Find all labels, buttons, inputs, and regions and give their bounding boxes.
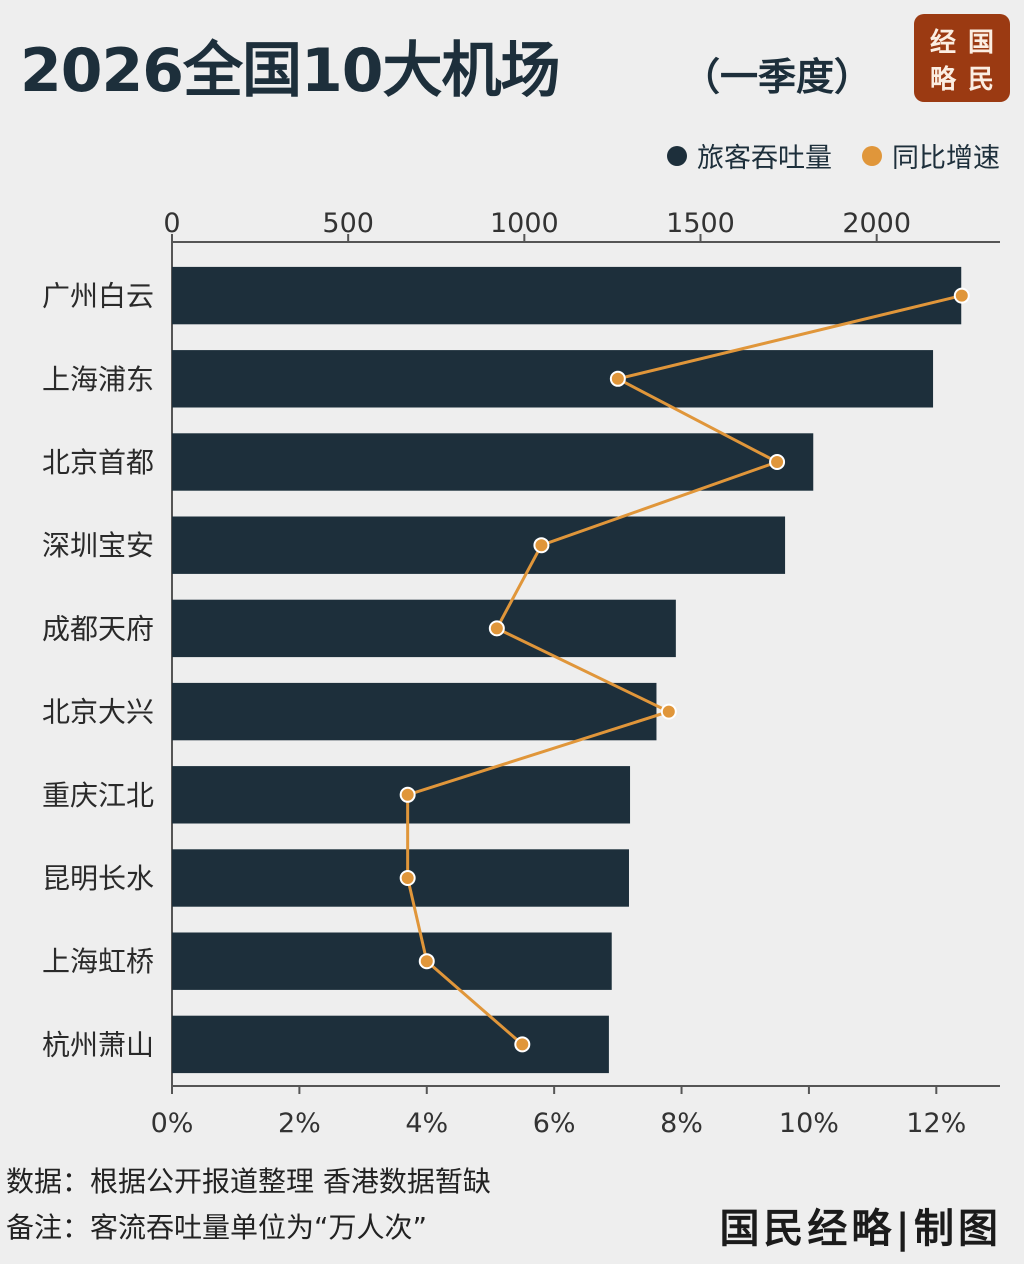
growth-line	[406, 294, 963, 1046]
legend-label-passengers: 旅客吞吐量	[697, 143, 832, 174]
category-label: 杭州萧山	[42, 1028, 154, 1061]
growth-point	[609, 370, 626, 387]
bottom-tick-label: 8%	[660, 1108, 703, 1139]
brand-logo-char: 略	[929, 65, 956, 95]
category-label: 重庆江北	[42, 779, 154, 812]
bottom-tick-label: 2%	[278, 1108, 321, 1139]
growth-point	[418, 953, 435, 970]
top-tick-label: 0	[163, 208, 180, 239]
bar	[172, 682, 657, 741]
top-tick-label: 1500	[666, 208, 735, 239]
growth-point	[769, 454, 786, 470]
legend-item-passengers: 旅客吞吐量	[667, 136, 832, 175]
legend-swatch-passengers	[667, 145, 687, 166]
top-tick-label: 2000	[842, 208, 911, 239]
brand-logo-char: 经	[929, 28, 956, 58]
bar	[172, 1015, 609, 1074]
top-tick-label: 500	[322, 208, 374, 239]
growth-point	[953, 287, 970, 304]
growth-point	[533, 537, 550, 554]
bar	[172, 599, 676, 658]
category-label: 成都天府	[42, 612, 154, 645]
bar	[172, 516, 786, 574]
legend: 旅客吞吐量 同比增速	[667, 136, 1000, 175]
data-source-note: 数据：根据公开报道整理 香港数据暂缺	[6, 1165, 491, 1198]
growth-point	[514, 1036, 531, 1053]
legend-swatch-growth	[862, 145, 882, 166]
category-label: 深圳宝安	[42, 529, 154, 562]
bar	[172, 932, 612, 990]
legend-label-growth: 同比增速	[892, 143, 1000, 174]
category-label: 上海虹桥	[42, 945, 154, 978]
top-tick-label: 1000	[490, 208, 559, 239]
growth-point	[399, 786, 416, 803]
bar	[172, 433, 814, 491]
credit-label: 国民经略|制图	[719, 1205, 1002, 1252]
bottom-tick-label: 12%	[906, 1108, 966, 1139]
bottom-tick-label: 0%	[151, 1108, 194, 1139]
category-label: 北京大兴	[42, 696, 154, 729]
bottom-tick-label: 6%	[533, 1108, 576, 1139]
brand-logo-char: 民	[967, 65, 994, 95]
brand-logo-char: 国	[967, 28, 994, 58]
chart-subtitle: （一季度）	[682, 55, 873, 99]
category-label: 上海浦东	[42, 363, 154, 396]
growth-point	[660, 703, 677, 720]
bottom-tick-label: 10%	[779, 1108, 839, 1139]
growth-point	[399, 870, 416, 886]
growth-point	[488, 620, 505, 637]
bottom-tick-label: 4%	[405, 1108, 448, 1139]
category-label: 昆明长水	[42, 862, 154, 895]
unit-note: 备注：客流吞吐量单位为“万人次”	[6, 1211, 428, 1244]
brand-logo: 经 国 略 民	[914, 14, 1010, 102]
bar	[172, 350, 934, 408]
chart-title: 2026全国10大机场	[20, 36, 560, 106]
category-label: 北京首都	[42, 446, 154, 479]
bar	[172, 266, 962, 325]
legend-item-growth: 同比增速	[862, 136, 1000, 175]
category-label: 广州白云	[42, 280, 154, 313]
